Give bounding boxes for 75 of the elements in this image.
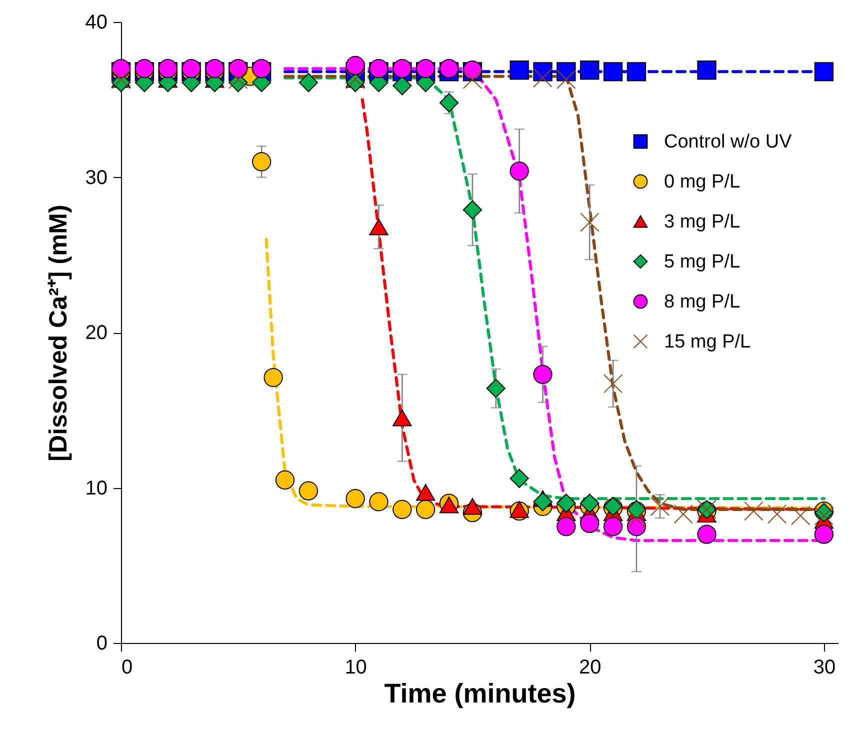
point <box>603 516 623 536</box>
point <box>533 364 552 384</box>
point <box>264 368 283 388</box>
x-tick-label: 10 <box>344 656 367 678</box>
point <box>298 481 318 500</box>
point <box>533 492 552 512</box>
point <box>462 498 482 515</box>
y-axis-title: [Dissolved Ca²⁺] (mM) <box>44 204 72 462</box>
point <box>580 494 600 513</box>
x-tick-label: 20 <box>579 656 602 678</box>
legend-label: Control w/o UV <box>664 132 792 152</box>
point <box>462 70 482 90</box>
point <box>486 378 506 398</box>
point <box>556 70 576 90</box>
point <box>603 374 623 394</box>
point <box>580 60 600 80</box>
point <box>392 410 412 426</box>
point <box>626 516 646 536</box>
point <box>369 59 388 78</box>
legend-label: 5 mg P/L <box>664 252 740 272</box>
point <box>182 59 201 78</box>
x-tick-label: 0 <box>122 656 133 678</box>
point <box>252 59 272 78</box>
point <box>790 506 810 526</box>
legend-label: 15 mg P/L <box>664 332 751 352</box>
point <box>697 60 716 80</box>
point <box>814 506 834 526</box>
point <box>556 62 576 82</box>
point <box>416 500 436 520</box>
point <box>252 152 272 172</box>
point <box>626 62 646 82</box>
point <box>814 524 834 544</box>
point <box>275 470 295 490</box>
point <box>510 161 529 181</box>
point <box>674 504 693 524</box>
y-tick-label: 0 <box>96 632 108 654</box>
point <box>346 489 365 508</box>
point <box>205 59 224 78</box>
point <box>228 70 248 90</box>
point <box>392 500 412 520</box>
point <box>228 59 248 78</box>
point <box>462 200 482 220</box>
point <box>510 468 529 488</box>
point <box>556 516 576 536</box>
x-tick-label: 30 <box>813 656 836 678</box>
point <box>416 484 436 501</box>
y-tick-label: 40 <box>85 12 108 34</box>
point <box>814 62 834 82</box>
point <box>767 504 787 524</box>
point <box>369 218 388 236</box>
y-tick-label: 20 <box>85 322 108 344</box>
point <box>533 68 552 88</box>
point <box>416 59 436 78</box>
point <box>369 492 388 512</box>
legend-label: 0 mg P/L <box>664 172 740 192</box>
legend-label: 8 mg P/L <box>664 292 740 312</box>
legend-label: 3 mg P/L <box>664 212 740 232</box>
point <box>744 501 764 521</box>
y-tick-label: 30 <box>85 166 108 189</box>
x-axis-title: Time (minutes) <box>384 678 576 708</box>
point <box>439 59 459 78</box>
point <box>603 62 623 82</box>
point <box>626 509 646 528</box>
point <box>510 60 529 80</box>
point <box>650 496 670 516</box>
y-tick-label: 10 <box>85 477 108 500</box>
point <box>439 93 459 112</box>
point <box>556 494 576 513</box>
point <box>580 514 600 534</box>
point <box>158 59 178 78</box>
point <box>580 212 600 232</box>
point <box>392 59 412 78</box>
point <box>697 524 716 544</box>
point <box>392 76 412 96</box>
point <box>298 72 318 92</box>
